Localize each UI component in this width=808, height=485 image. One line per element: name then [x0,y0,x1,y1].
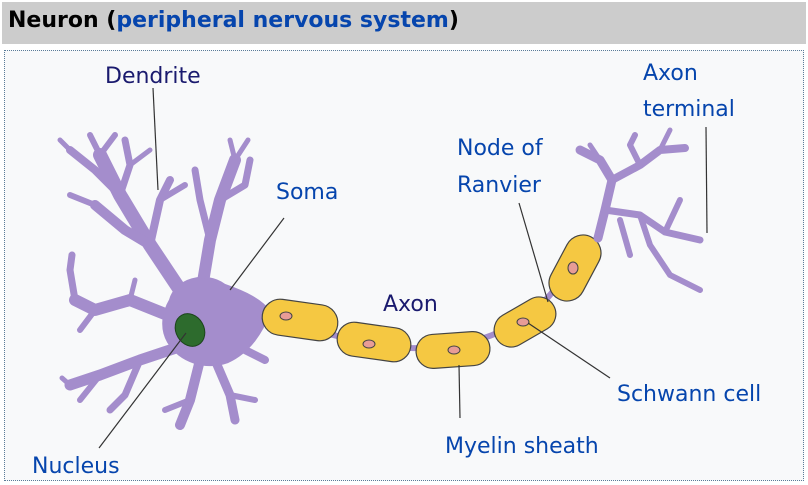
pointer-lines [98,87,708,449]
label-soma: Soma [276,180,338,205]
myelin-segment-1 [261,298,339,342]
label-dendrite: Dendrite [105,64,201,89]
diagram-frame [4,50,804,481]
label-axon-terminal-line2: terminal [643,97,735,122]
label-axon-terminal-line1: Axon [643,61,698,86]
label-axon: Axon [383,292,438,317]
label-myelin-sheath: Myelin sheath [445,434,599,459]
label-nucleus: Nucleus [32,454,120,479]
title-link[interactable]: peripheral nervous system [116,8,449,33]
axon-terminal-branches [575,127,704,293]
title-main: Neuron [8,8,99,33]
label-node-of-ranvier-line2: Ranvier [457,173,542,198]
diagram-title: Neuron (peripheral nervous system) [2,2,806,44]
dendrites [57,132,269,430]
schwann-nuclei [279,261,579,355]
label-schwann-cell: Schwann cell [617,382,761,407]
label-node-of-ranvier-line1: Node of [457,136,544,161]
title-open-paren: ( [98,8,117,33]
title-close-paren: ) [448,8,459,33]
